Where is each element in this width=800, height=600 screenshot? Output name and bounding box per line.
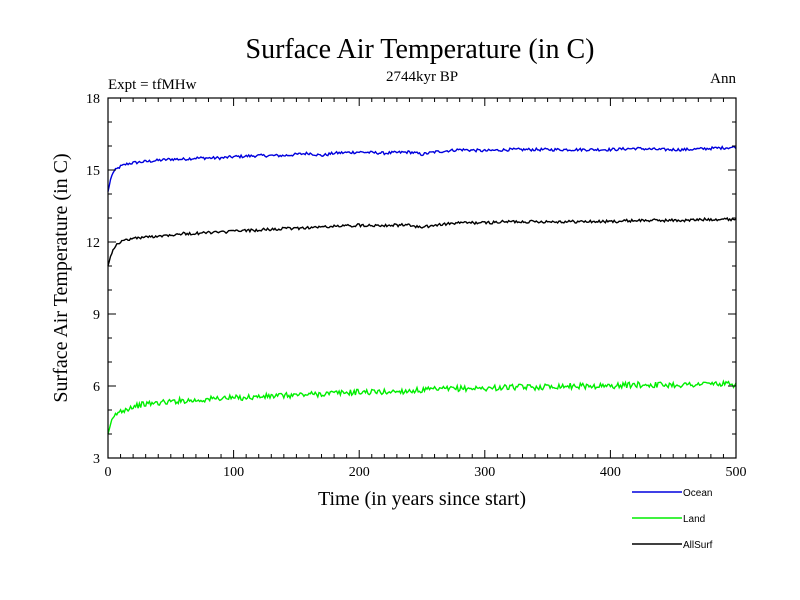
legend: Ocean Land AllSurf — [632, 488, 713, 551]
x-tick-label: 100 — [223, 465, 244, 480]
series-line-allsurf — [107, 216, 737, 267]
chart-title: Surface Air Temperature (in C) — [246, 34, 595, 65]
plot-frame — [107, 97, 737, 459]
y-tick-label: 15 — [86, 164, 100, 179]
y-tick-label: 9 — [93, 308, 100, 323]
series-layer — [107, 145, 737, 435]
y-tick-label: 12 — [86, 236, 100, 251]
season-label: Ann — [710, 71, 736, 87]
axes-layer: 0 100 200 300 400 500 3 6 9 12 15 18 — [86, 92, 747, 480]
series-line-ocean — [107, 145, 737, 192]
x-tick-label: 300 — [474, 465, 495, 480]
legend-label-allsurf: AllSurf — [683, 540, 713, 551]
y-tick-label: 6 — [93, 380, 100, 395]
x-tick-label: 500 — [726, 465, 747, 480]
y-axis-label: Surface Air Temperature (in C) — [50, 153, 72, 402]
legend-label-land: Land — [683, 514, 705, 525]
chart-subtitle: 2744kyr BP — [386, 69, 458, 85]
x-tick-label: 400 — [600, 465, 621, 480]
x-tick-label: 0 — [105, 465, 112, 480]
x-axis-label: Time (in years since start) — [318, 488, 526, 510]
series-line-land — [107, 379, 737, 435]
legend-label-ocean: Ocean — [683, 488, 712, 499]
x-tick-label: 200 — [349, 465, 370, 480]
experiment-label: Expt = tfMHw — [108, 77, 197, 93]
y-tick-label: 18 — [86, 92, 100, 107]
y-tick-label: 3 — [93, 452, 100, 467]
